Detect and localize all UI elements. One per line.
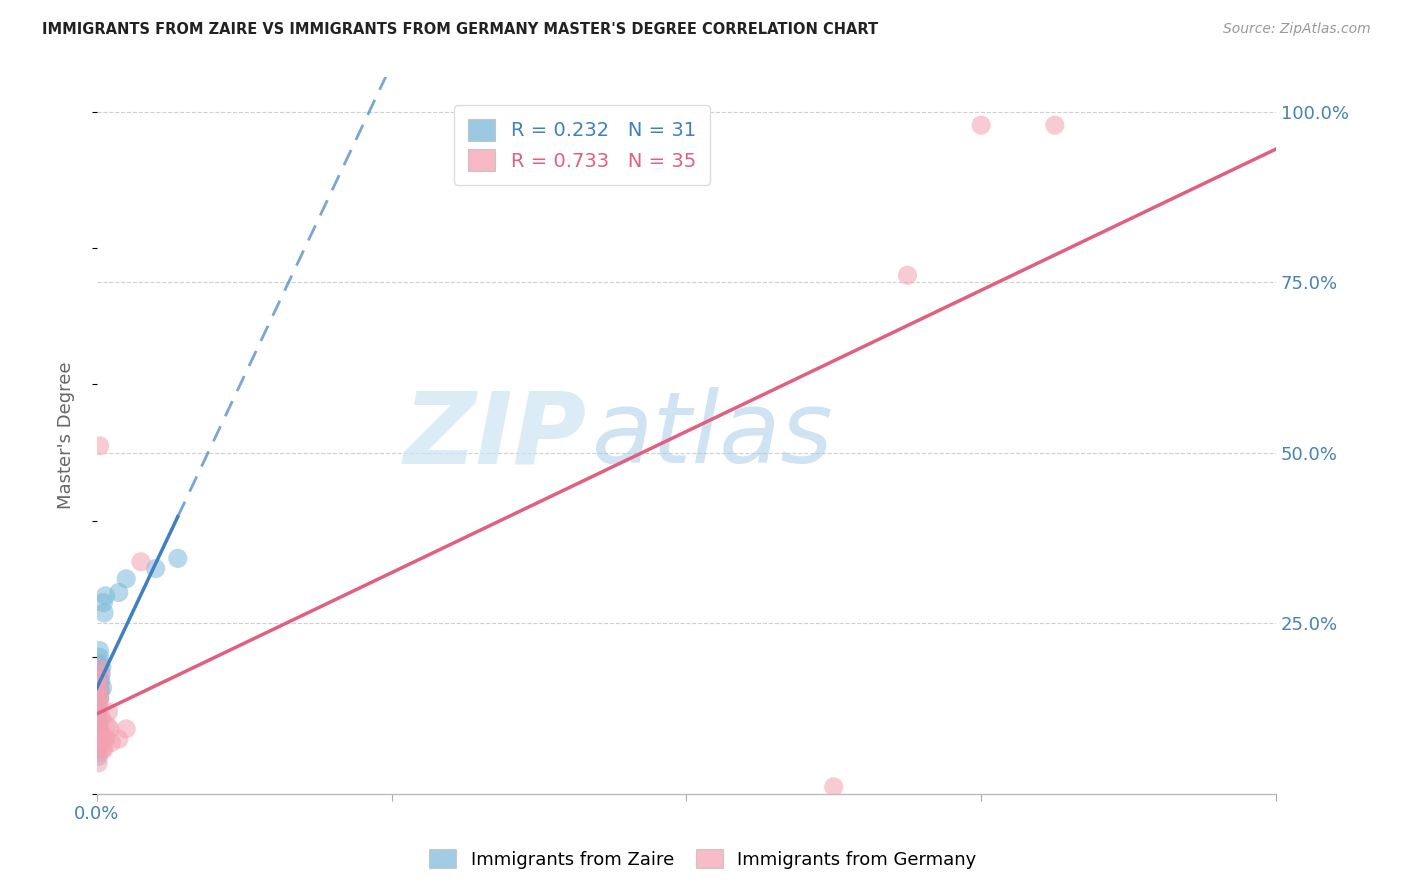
Point <box>89 650 111 665</box>
Point <box>1043 118 1066 132</box>
Point <box>89 657 111 671</box>
Legend: R = 0.232   N = 31, R = 0.733   N = 35: R = 0.232 N = 31, R = 0.733 N = 35 <box>454 105 710 185</box>
Point <box>129 555 152 569</box>
Point <box>96 718 118 732</box>
Point <box>87 671 110 685</box>
Point <box>93 606 115 620</box>
Point <box>89 691 111 706</box>
Point <box>87 660 110 674</box>
Point <box>87 742 110 756</box>
Legend: Immigrants from Zaire, Immigrants from Germany: Immigrants from Zaire, Immigrants from G… <box>422 842 984 876</box>
Point <box>108 585 131 599</box>
Text: Source: ZipAtlas.com: Source: ZipAtlas.com <box>1223 22 1371 37</box>
Point <box>87 722 110 736</box>
Point <box>89 681 111 695</box>
Point <box>87 746 110 760</box>
Point <box>823 780 845 794</box>
Point <box>100 735 122 749</box>
Y-axis label: Master's Degree: Master's Degree <box>58 362 75 509</box>
Point <box>87 688 110 702</box>
Text: IMMIGRANTS FROM ZAIRE VS IMMIGRANTS FROM GERMANY MASTER'S DEGREE CORRELATION CHA: IMMIGRANTS FROM ZAIRE VS IMMIGRANTS FROM… <box>42 22 879 37</box>
Point <box>90 660 112 674</box>
Point <box>93 732 115 747</box>
Point <box>87 756 110 770</box>
Point <box>970 118 993 132</box>
Point <box>89 691 111 706</box>
Point <box>87 714 110 729</box>
Point <box>90 712 112 726</box>
Point <box>89 681 111 695</box>
Point <box>145 561 167 575</box>
Text: atlas: atlas <box>592 387 834 484</box>
Point <box>86 681 108 695</box>
Point <box>89 684 111 698</box>
Point <box>87 667 110 681</box>
Point <box>89 439 111 453</box>
Point <box>90 674 112 689</box>
Point <box>115 572 138 586</box>
Point <box>91 742 114 756</box>
Point <box>89 674 111 689</box>
Point <box>89 691 111 706</box>
Point <box>87 749 110 764</box>
Point <box>108 732 131 747</box>
Point <box>87 698 110 712</box>
Point <box>91 681 114 695</box>
Point <box>87 705 110 719</box>
Point <box>94 732 117 747</box>
Point <box>93 596 115 610</box>
Point <box>89 643 111 657</box>
Point <box>98 722 121 736</box>
Point <box>86 674 108 689</box>
Point <box>90 725 112 739</box>
Point <box>87 660 110 674</box>
Point <box>87 732 110 747</box>
Point <box>87 681 110 695</box>
Point <box>89 712 111 726</box>
Point <box>87 722 110 736</box>
Point <box>90 667 112 681</box>
Point <box>89 667 111 681</box>
Point <box>87 698 110 712</box>
Point <box>87 705 110 719</box>
Text: ZIP: ZIP <box>404 387 586 484</box>
Point <box>166 551 188 566</box>
Point <box>93 742 115 756</box>
Point <box>90 735 112 749</box>
Point <box>87 739 110 753</box>
Point <box>115 722 138 736</box>
Point <box>896 268 918 283</box>
Point <box>87 732 110 747</box>
Point <box>87 722 110 736</box>
Point <box>87 677 110 691</box>
Point <box>97 705 120 719</box>
Point <box>94 589 117 603</box>
